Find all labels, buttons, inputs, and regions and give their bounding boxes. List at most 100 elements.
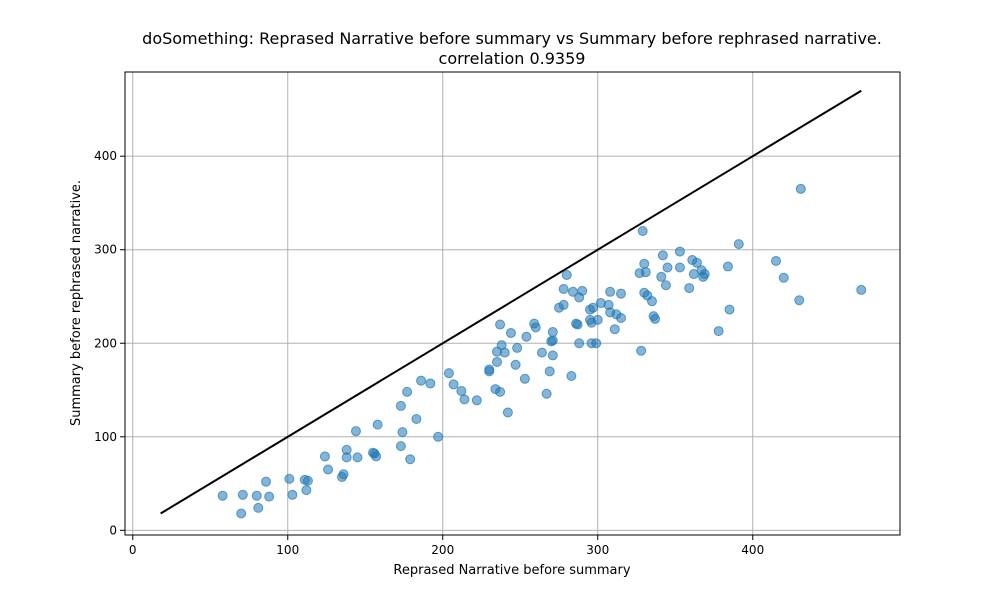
data-point <box>636 345 647 356</box>
data-point <box>572 319 583 330</box>
data-point <box>660 280 671 291</box>
data-point <box>674 246 685 257</box>
data-point <box>425 378 436 389</box>
data-point <box>547 350 558 361</box>
x-axis-label: Reprased Narrative before summary <box>393 563 630 578</box>
data-point <box>499 347 510 358</box>
data-point <box>448 379 459 390</box>
y-tick-label: 400 <box>94 149 117 163</box>
x-tick-label: 100 <box>276 543 299 557</box>
y-tick-label: 300 <box>94 243 117 257</box>
data-point <box>302 475 313 486</box>
data-points <box>217 183 867 519</box>
data-point <box>662 262 673 273</box>
data-point <box>456 385 467 396</box>
data-point <box>301 485 312 496</box>
data-point <box>778 272 789 283</box>
data-point <box>577 285 588 296</box>
y-tick-label: 100 <box>94 430 117 444</box>
data-point <box>510 359 521 370</box>
data-point <box>733 239 744 250</box>
x-tick-label: 0 <box>129 543 137 557</box>
data-point <box>616 288 626 299</box>
y-tick-label: 0 <box>109 523 117 537</box>
data-point <box>492 356 502 367</box>
data-point <box>574 338 585 349</box>
data-point <box>350 426 361 437</box>
data-point <box>395 441 406 452</box>
data-point <box>639 258 650 269</box>
data-point <box>411 414 422 425</box>
x-tick-label: 300 <box>586 543 609 557</box>
data-point <box>588 302 599 313</box>
data-point <box>561 269 572 280</box>
data-point <box>650 313 661 324</box>
data-point <box>637 226 648 237</box>
data-point <box>264 491 275 502</box>
data-point <box>724 304 735 315</box>
x-tick-label: 200 <box>431 543 454 557</box>
grid <box>125 72 900 535</box>
y-axis-label: Summary before rephrased narrative. <box>69 180 84 426</box>
data-point <box>495 386 506 397</box>
data-point <box>657 250 668 261</box>
data-point <box>284 473 295 484</box>
data-point <box>372 419 383 430</box>
data-point <box>261 476 272 487</box>
data-point <box>547 335 558 346</box>
data-point <box>544 366 555 377</box>
data-point <box>558 299 569 310</box>
data-point <box>530 322 541 333</box>
data-point <box>605 286 616 297</box>
data-point <box>547 327 558 338</box>
data-point <box>521 331 532 342</box>
data-point <box>217 490 228 501</box>
data-point <box>691 257 702 268</box>
data-point <box>794 295 805 306</box>
data-point <box>795 183 806 194</box>
data-point <box>484 364 495 375</box>
data-point <box>323 464 334 475</box>
chart-subtitle: correlation 0.9359 <box>439 49 586 68</box>
data-point <box>352 452 363 463</box>
data-point <box>402 386 413 397</box>
data-point <box>512 342 523 353</box>
data-point <box>647 296 657 307</box>
x-tick-label: 400 <box>741 543 764 557</box>
data-point <box>558 284 569 295</box>
data-point <box>471 395 482 406</box>
data-point <box>443 368 454 379</box>
data-point <box>713 326 724 337</box>
data-point <box>566 370 577 381</box>
reference-line-group <box>160 89 862 515</box>
data-point <box>371 451 382 462</box>
data-point <box>397 427 408 438</box>
data-point <box>699 269 710 280</box>
data-point <box>505 327 516 338</box>
data-point <box>416 375 427 386</box>
data-point <box>771 255 781 266</box>
chart-title: doSomething: Reprased Narrative before s… <box>142 29 882 48</box>
data-point <box>319 451 330 462</box>
data-point <box>591 338 602 349</box>
data-point <box>656 271 667 282</box>
data-point <box>541 388 552 399</box>
data-point <box>395 400 406 411</box>
plot-frame <box>124 71 901 536</box>
data-point <box>236 508 247 519</box>
axis-ticks: 0 100 200 300 400 0 100 200 300 400 <box>94 149 764 557</box>
data-point <box>341 452 352 463</box>
data-point <box>253 502 264 513</box>
data-point <box>287 489 298 500</box>
data-point <box>592 314 603 325</box>
data-point <box>722 261 733 272</box>
data-point <box>433 431 444 442</box>
data-point <box>519 373 530 384</box>
data-point <box>674 262 685 273</box>
data-point <box>495 319 506 330</box>
data-point <box>251 490 262 501</box>
data-point <box>502 407 513 418</box>
data-point <box>616 312 626 323</box>
